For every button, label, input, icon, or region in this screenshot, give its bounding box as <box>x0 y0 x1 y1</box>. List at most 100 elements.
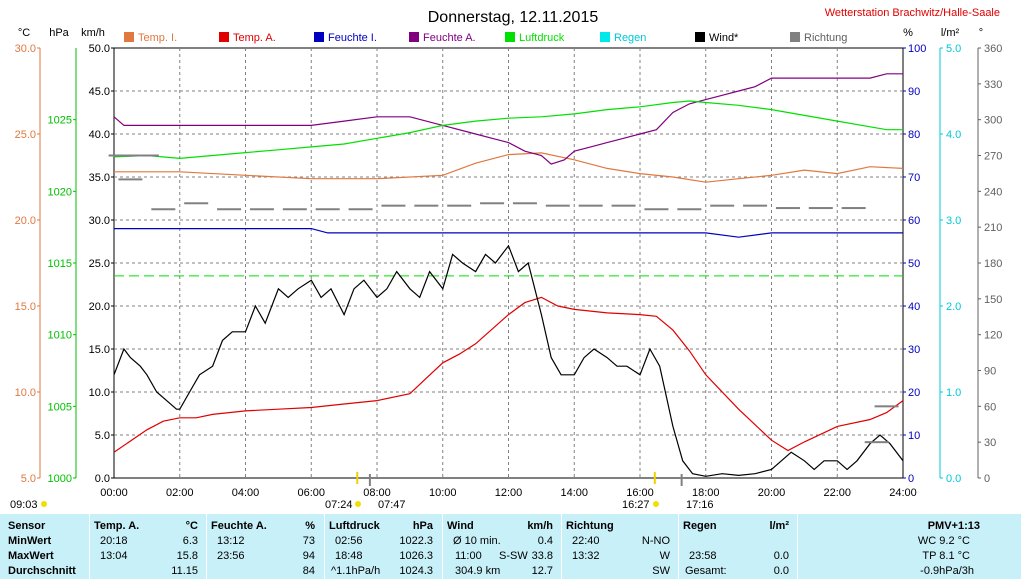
rain-unit-label: l/m² <box>941 27 960 39</box>
wind-tick-label: 20.0 <box>89 301 110 313</box>
temp-unit: °C <box>185 520 198 532</box>
dir-max: W <box>659 550 670 562</box>
temp-head: Temp. A. <box>94 520 140 532</box>
temp-tick-label: 10.0 <box>15 387 36 399</box>
humidity-tick-label: 70 <box>908 172 920 184</box>
temp-tick-label: 25.0 <box>15 129 36 141</box>
pressure-tick-label: 1025 <box>48 115 72 127</box>
wind-tick-label: 15.0 <box>89 344 110 356</box>
temp-tick-label: 30.0 <box>15 43 36 55</box>
temp-tick-label: 5.0 <box>21 473 36 485</box>
wind-max: 33.8 <box>531 550 553 562</box>
wind-unit: km/h <box>527 520 553 532</box>
col-rain: Regen l/m² 23:58 0.0 Gesamt: 0.0 <box>683 514 793 579</box>
wind-distance: 304.9 km <box>455 565 501 577</box>
series-line-hum_in <box>114 228 903 238</box>
direction-mark <box>108 154 133 157</box>
direction-tick-label: 180 <box>984 258 1002 270</box>
wind-max-dir: S-SW <box>499 550 528 562</box>
direction-tick-label: 30 <box>984 437 996 449</box>
sunset-dot <box>653 501 659 507</box>
label-max: MaxWert <box>8 550 54 562</box>
temp-unit-label: °C <box>18 27 30 39</box>
wind-tick-label: 10.0 <box>89 387 110 399</box>
press-head: Luftdruck <box>329 520 380 532</box>
dir-min-time: 22:40 <box>572 535 600 547</box>
legend-label: Feuchte A. <box>423 32 476 44</box>
sunrise-dot <box>355 501 361 507</box>
col-wind: Wind km/h Ø 10 min. 0.4 11:00 S-SW 33.8 304.… <box>447 514 557 579</box>
hum-avg: 84 <box>302 565 315 577</box>
dir-avg: SW <box>652 565 670 577</box>
humidity-tick-label: 50 <box>908 258 920 270</box>
legend-label: Regen <box>614 32 646 44</box>
dir-max-time: 13:32 <box>572 550 600 562</box>
press-max-time: 18:48 <box>335 550 363 562</box>
divider <box>89 514 90 579</box>
weather-chart: Donnerstag, 12.11.2015 Wetterstation Bra… <box>10 7 1002 511</box>
divider <box>442 514 443 579</box>
x-tick-label: 10:00 <box>429 487 457 499</box>
legend-swatch <box>505 32 515 42</box>
col-direction: Richtung 22:40 N-NO 13:32 W SW <box>566 514 674 579</box>
pressure-tick-label: 1005 <box>48 401 72 413</box>
pressure-tick-label: 1010 <box>48 330 72 342</box>
hum-unit: % <box>305 520 315 532</box>
humidity-tick-label: 100 <box>908 43 926 55</box>
temp-max: 15.8 <box>176 550 198 562</box>
wind-head: Wind <box>447 520 474 532</box>
direction-mark <box>447 204 472 207</box>
series-line-temp_in <box>114 152 904 183</box>
col-pressure: Luftdruck hPa 02:56 1022.3 18:48 1026.3 ^1.… <box>329 514 437 579</box>
wind-tick-label: 40.0 <box>89 129 110 141</box>
direction-mark <box>480 202 505 205</box>
hum-min: 73 <box>302 535 315 547</box>
col-labels: Sensor MinWert MaxWert Durchschnitt <box>8 514 88 579</box>
wind-unit-label: km/h <box>81 27 105 39</box>
wind-avg: 12.7 <box>531 565 553 577</box>
x-tick-label: 06:00 <box>297 487 325 499</box>
chart-series <box>108 73 904 477</box>
series-line-temp_out <box>113 296 904 453</box>
direction-tick-label: 90 <box>984 366 996 378</box>
rain-tick-label: 5.0 <box>946 43 961 55</box>
series-line-wind <box>113 244 904 477</box>
x-tick-label: 00:00 <box>100 487 128 499</box>
direction-tick-label: 60 <box>984 401 996 413</box>
label-sensor: Sensor <box>8 520 46 532</box>
wind-tick-label: 5.0 <box>95 430 110 442</box>
x-tick-label: 18:00 <box>692 487 720 499</box>
chart-title: Donnerstag, 12.11.2015 <box>428 9 599 26</box>
direction-tick-label: 120 <box>984 330 1002 342</box>
wind-tick-label: 0.0 <box>95 473 110 485</box>
legend-swatch <box>409 32 419 42</box>
x-tick-label: 12:00 <box>495 487 523 499</box>
rain-tick-label: 2.0 <box>946 301 961 313</box>
direction-mark <box>775 207 800 210</box>
x-tick-label: 16:00 <box>626 487 654 499</box>
x-tick-label: 14:00 <box>560 487 588 499</box>
summary-table: Sensor MinWert MaxWert Durchschnitt Temp… <box>0 514 1021 579</box>
sun-marker2-time: 17:16 <box>686 499 714 511</box>
legend-swatch <box>695 32 705 42</box>
temp-min-time: 20:18 <box>100 535 128 547</box>
legend-swatch <box>219 32 229 42</box>
legend-label: Temp. A. <box>233 32 276 44</box>
wind-max-time: 11:00 <box>455 550 482 562</box>
temp-min: 6.3 <box>182 535 198 547</box>
direction-mark <box>677 208 702 211</box>
rain-max-time: 23:58 <box>689 550 717 562</box>
direction-mark <box>512 202 537 205</box>
wind-tick-label: 35.0 <box>89 172 110 184</box>
press-min: 1022.3 <box>399 535 433 547</box>
direction-mark <box>578 204 603 207</box>
chart-legend: Temp. I. Temp. A. Feuchte I. Feuchte A. Luft… <box>124 32 847 44</box>
humidity-tick-label: 90 <box>908 86 920 98</box>
humidity-tick-label: 30 <box>908 344 920 356</box>
press-max: 1026.3 <box>399 550 433 562</box>
direction-mark <box>249 208 274 211</box>
pmv-trend: -0.9hPa/3h <box>920 565 974 577</box>
press-avg: 1024.3 <box>399 565 433 577</box>
rain-tick-label: 3.0 <box>946 215 961 227</box>
temp-tick-label: 20.0 <box>15 215 36 227</box>
